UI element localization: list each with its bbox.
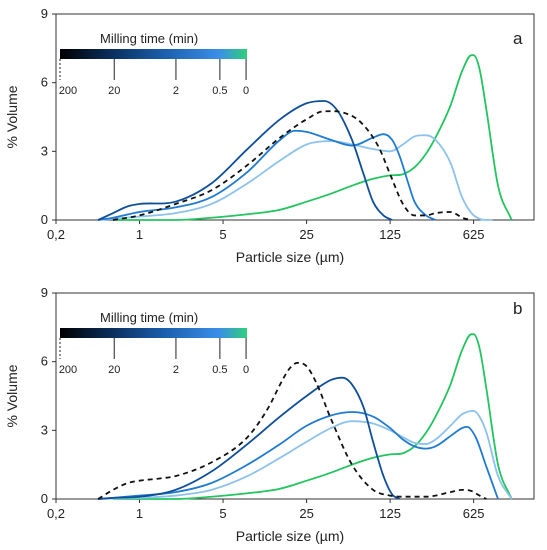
colorbar-tick-label: 20 (108, 85, 120, 97)
panel-a-label: a (513, 29, 523, 48)
panel-a-x-ticks: 0,2 1 5 25 125 625 (47, 220, 485, 242)
colorbar-tick-label: 2 (173, 364, 179, 376)
panel-a-series (97, 54, 513, 221)
colorbar-tick-label: 2 (173, 85, 179, 97)
panel-b-colorbar: Milling time (min) 200 20 2 0.5 0 (59, 310, 249, 376)
panel-b-x-ticks: 0,2 1 5 25 125 625 (47, 499, 485, 521)
x-tick-label: 25 (299, 506, 313, 521)
x-tick-label: 0,2 (47, 227, 65, 242)
panel-a-xlabel: Particle size (µm) (236, 249, 344, 265)
colorbar-tick-label: 0 (243, 85, 249, 97)
panel-a-ylabel: % Volume (4, 85, 20, 148)
y-tick-label: 3 (41, 143, 48, 158)
panel-b-frame (55, 292, 535, 500)
x-tick-label: 625 (463, 506, 485, 521)
y-tick-label: 9 (41, 6, 48, 21)
panel-a-y-ticks: 0 3 6 9 (41, 6, 56, 227)
colorbar-tick-label: 0.5 (212, 85, 227, 97)
y-tick-label: 9 (41, 285, 48, 300)
y-tick-label: 3 (41, 422, 48, 437)
panel-a: a % Volume Particle size (µm) 0 3 6 9 0,2 1 5… (4, 6, 535, 265)
y-tick-label: 6 (41, 75, 48, 90)
x-tick-label: 5 (219, 506, 226, 521)
panel-a-colorbar-bar (60, 49, 247, 59)
panel-b-label: b (513, 299, 522, 318)
series-line-2-min (97, 129, 436, 221)
series-line-20-min (97, 100, 393, 221)
series-line-200-min (112, 110, 472, 221)
x-tick-label: 1 (136, 506, 143, 521)
panel-a-colorbar-title: Milling time (min) (100, 31, 198, 46)
panel-b-series (97, 333, 513, 500)
panel-b-y-ticks: 0 3 6 9 (41, 285, 56, 506)
panel-a-colorbar: Milling time (min) 200 20 2 0.5 0 (59, 31, 249, 97)
panel-b-ylabel: % Volume (4, 364, 20, 427)
colorbar-tick-label: 20 (108, 364, 120, 376)
series-line-2-min (98, 411, 499, 500)
colorbar-tick-label: 0.5 (212, 364, 227, 376)
y-tick-label: 6 (41, 354, 48, 369)
colorbar-tick-label: 200 (59, 85, 77, 97)
y-tick-label: 0 (41, 212, 48, 227)
x-tick-label: 125 (379, 506, 401, 521)
series-line-0_5-min (98, 409, 513, 500)
series-line-200-min (97, 361, 487, 500)
x-tick-label: 1 (136, 227, 143, 242)
x-tick-label: 0,2 (47, 506, 65, 521)
panel-b-colorbar-bar (60, 328, 247, 338)
x-tick-label: 5 (219, 227, 226, 242)
panel-b-colorbar-ticks: 200 20 2 0.5 0 (59, 338, 249, 376)
series-line-0-min (113, 333, 513, 500)
x-tick-label: 25 (299, 227, 313, 242)
panel-b-colorbar-title: Milling time (min) (100, 310, 198, 325)
panel-a-colorbar-ticks: 200 20 2 0.5 0 (59, 59, 249, 97)
panel-b: b % Volume Particle size (µm) 0 3 6 9 0,2 1 5… (4, 285, 535, 544)
colorbar-tick-label: 200 (59, 364, 77, 376)
panel-a-frame (55, 13, 535, 221)
x-tick-label: 125 (379, 227, 401, 242)
x-tick-label: 625 (463, 227, 485, 242)
colorbar-tick-label: 0 (243, 364, 249, 376)
y-tick-label: 0 (41, 491, 48, 506)
series-line-0_5-min (98, 134, 493, 221)
series-line-0-min (113, 54, 513, 221)
panel-b-xlabel: Particle size (µm) (236, 528, 344, 544)
